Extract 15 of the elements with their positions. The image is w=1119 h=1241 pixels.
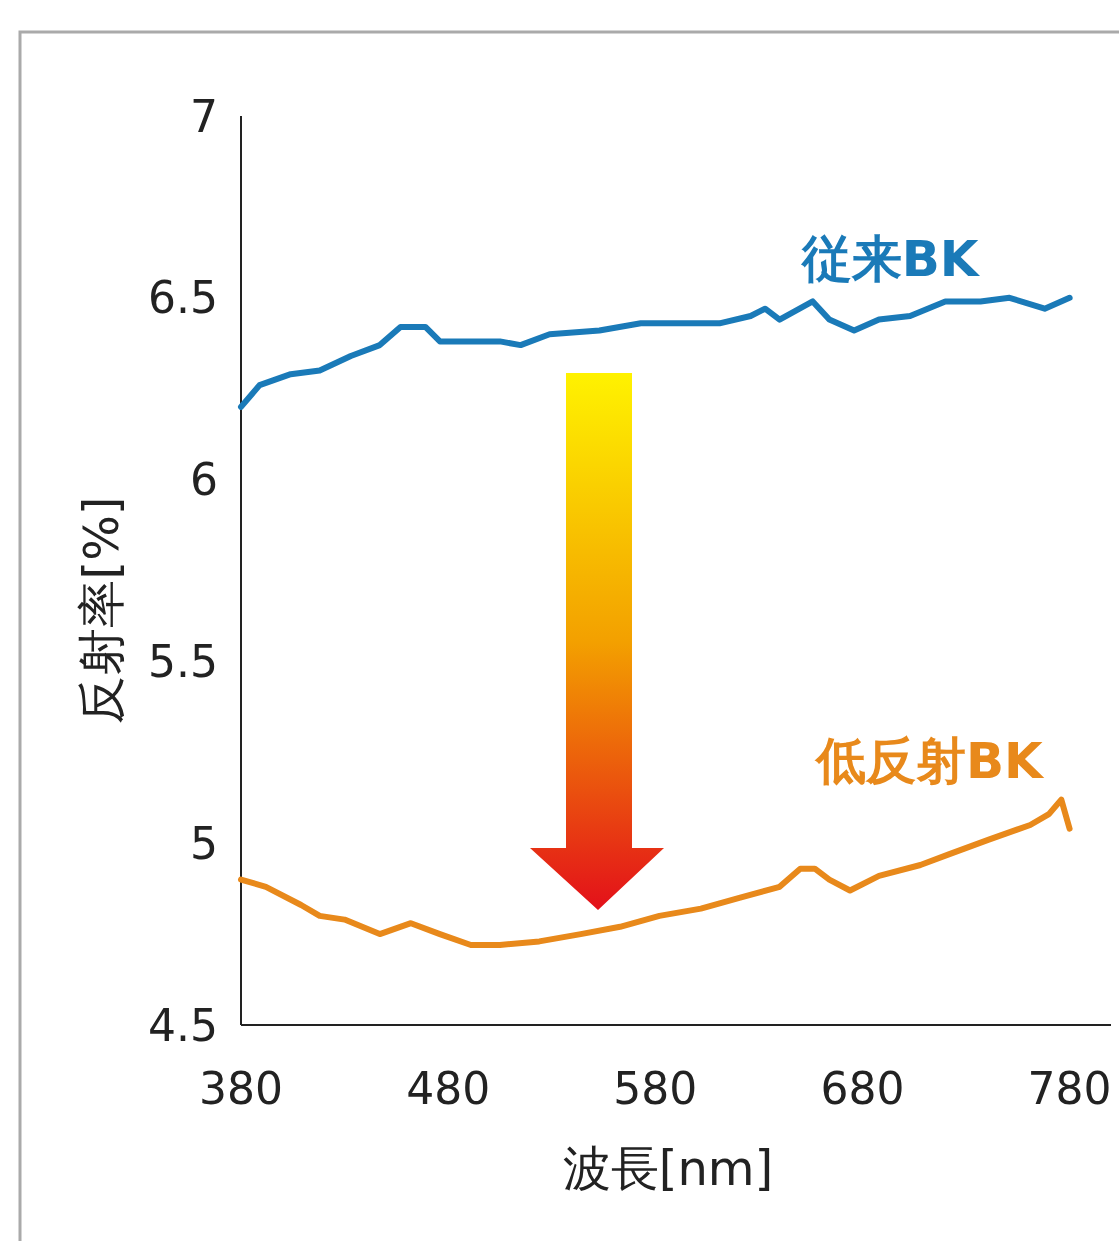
y-tick-label: 6.5 — [148, 272, 218, 324]
x-tick-label: 580 — [613, 1062, 698, 1114]
y-tick-label: 7 — [190, 90, 218, 142]
y-tick-label: 6 — [190, 454, 218, 506]
x-tick-label: 780 — [1027, 1062, 1112, 1114]
y-tick-label: 5.5 — [148, 635, 218, 687]
x-axis-title: 波長[nm] — [562, 1140, 774, 1196]
x-tick-label: 380 — [199, 1062, 283, 1114]
y-axis-title: 反射率[%] — [73, 496, 129, 724]
series-label: 低反射BK — [814, 731, 1046, 790]
y-tick-label: 5 — [190, 817, 218, 869]
x-tick-label: 680 — [820, 1062, 905, 1114]
x-tick-label: 480 — [406, 1062, 491, 1114]
y-tick-label: 4.5 — [148, 999, 218, 1051]
series-label: 従来BK — [799, 229, 981, 288]
